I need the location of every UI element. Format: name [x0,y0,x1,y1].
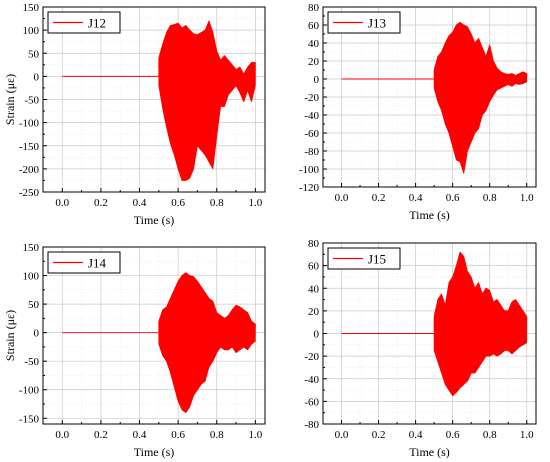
x-tick-label: 0.8 [210,197,224,209]
y-axis-label: Strain (με) [3,310,17,361]
legend-label: J14 [88,256,107,271]
y-tick-label: 80 [308,2,320,14]
legend-box [47,251,121,274]
chart-panels: 0.0 0.2 0.4 0.6 0.8 1.0-250-200-150-100-50050… [3,2,537,459]
y-tick-label: 20 [308,56,320,68]
y-tick-label: -100 [299,164,320,176]
x-tick-label: 0.8 [483,192,497,204]
x-tick-label: 1.0 [248,429,262,441]
y-tick-label: -150 [19,413,40,425]
x-tick-label: 0.2 [94,197,108,209]
series-line-J15 [341,251,528,397]
x-tick-label: 0.4 [409,429,423,441]
y-tick-label: 80 [308,238,320,250]
y-tick-label: -250 [19,187,40,199]
y-axis-label: Strain (με) [3,74,17,125]
chart-panel-1: 0.0 0.2 0.4 0.6 0.8 1.0 -250 -200 -150 -100 -50 0 50… [3,2,266,227]
chart-panel-2: 0.0 0.2 0.4 0.6 0.8 1.0 -120 -100 -80 -60 -40 -20 0 2… [299,2,537,222]
x-tick-label: 1.0 [520,192,534,204]
chart-panel-4: 0.0 0.2 0.4 0.6 0.8 1.0 -80 -60 -40 -20 0 20 40 60 80 T… [304,238,537,459]
y-tick-label: 40 [308,283,320,295]
y-tick-label: 0 [34,328,40,340]
y-tick-label: -60 [304,128,319,140]
x-tick-label: 0.4 [133,197,147,209]
y-tick-label: 100 [23,271,40,283]
x-tick-label: 0.6 [171,197,185,209]
y-tick-label: -20 [304,351,319,363]
y-tick-label: 40 [308,38,320,50]
legend-box [327,247,401,270]
x-tick-label: 1.0 [248,197,262,209]
x-tick-label: 0.0 [335,429,349,441]
y-tick-label: -50 [24,356,39,368]
y-tick-label: -50 [24,95,39,107]
y-tick-label: -120 [299,182,320,194]
x-tick-label: 0.8 [483,429,497,441]
x-tick-label: 0.4 [409,192,423,204]
axes-frame [42,246,266,425]
y-tick-label: -80 [304,146,319,158]
x-tick-label: 0.0 [335,192,349,204]
series-line-J14 [62,272,256,413]
y-tick-label: 100 [23,25,40,37]
y-tick-label: -60 [304,396,319,408]
x-axis-label: Time (s) [409,208,450,222]
x-axis-label: Time (s) [134,445,175,459]
y-tick-label: -150 [19,141,40,153]
x-tick-label: 0.2 [94,429,108,441]
y-tick-label: 0 [314,74,320,86]
series-line-J12 [62,20,256,181]
legend-box [47,11,121,34]
x-tick-label: 0.4 [133,429,147,441]
legend-label: J12 [88,16,106,31]
y-tick-label: -200 [19,164,40,176]
y-tick-label: -100 [19,385,40,397]
y-tick-label: 150 [23,2,40,14]
legend-label: J13 [368,16,386,31]
y-tick-label: -40 [304,110,319,122]
y-tick-label: 50 [28,48,40,60]
y-tick-label: -20 [304,92,319,104]
x-tick-label: 0.6 [171,429,185,441]
y-tick-label: -40 [304,374,319,386]
legend-box [327,11,401,34]
x-tick-label: 0.2 [372,192,386,204]
x-tick-label: 0.2 [372,429,386,441]
x-axis-label: Time (s) [409,445,450,459]
y-tick-label: -80 [304,419,319,431]
y-tick-label: 0 [314,329,320,341]
x-tick-label: 0.6 [446,192,460,204]
x-tick-label: 0.8 [210,429,224,441]
x-tick-label: 0.0 [55,429,69,441]
y-tick-label: 60 [308,261,320,273]
x-axis-label: Time (s) [134,213,175,227]
x-tick-label: 1.0 [520,429,534,441]
y-tick-label: 20 [308,306,320,318]
y-tick-label: 150 [23,242,40,254]
y-tick-label: 50 [28,299,40,311]
x-tick-label: 0.6 [446,429,460,441]
y-tick-label: 0 [34,71,40,83]
y-tick-label: -100 [19,118,40,130]
x-tick-label: 0.0 [55,197,69,209]
y-tick-label: 60 [308,20,320,32]
series-line-J13 [341,21,528,174]
legend-label: J15 [368,252,386,267]
chart-panel-3: 0.0 0.2 0.4 0.6 0.8 1.0 -150 -100 -50 0 50 100 150 Ti… [3,242,266,459]
